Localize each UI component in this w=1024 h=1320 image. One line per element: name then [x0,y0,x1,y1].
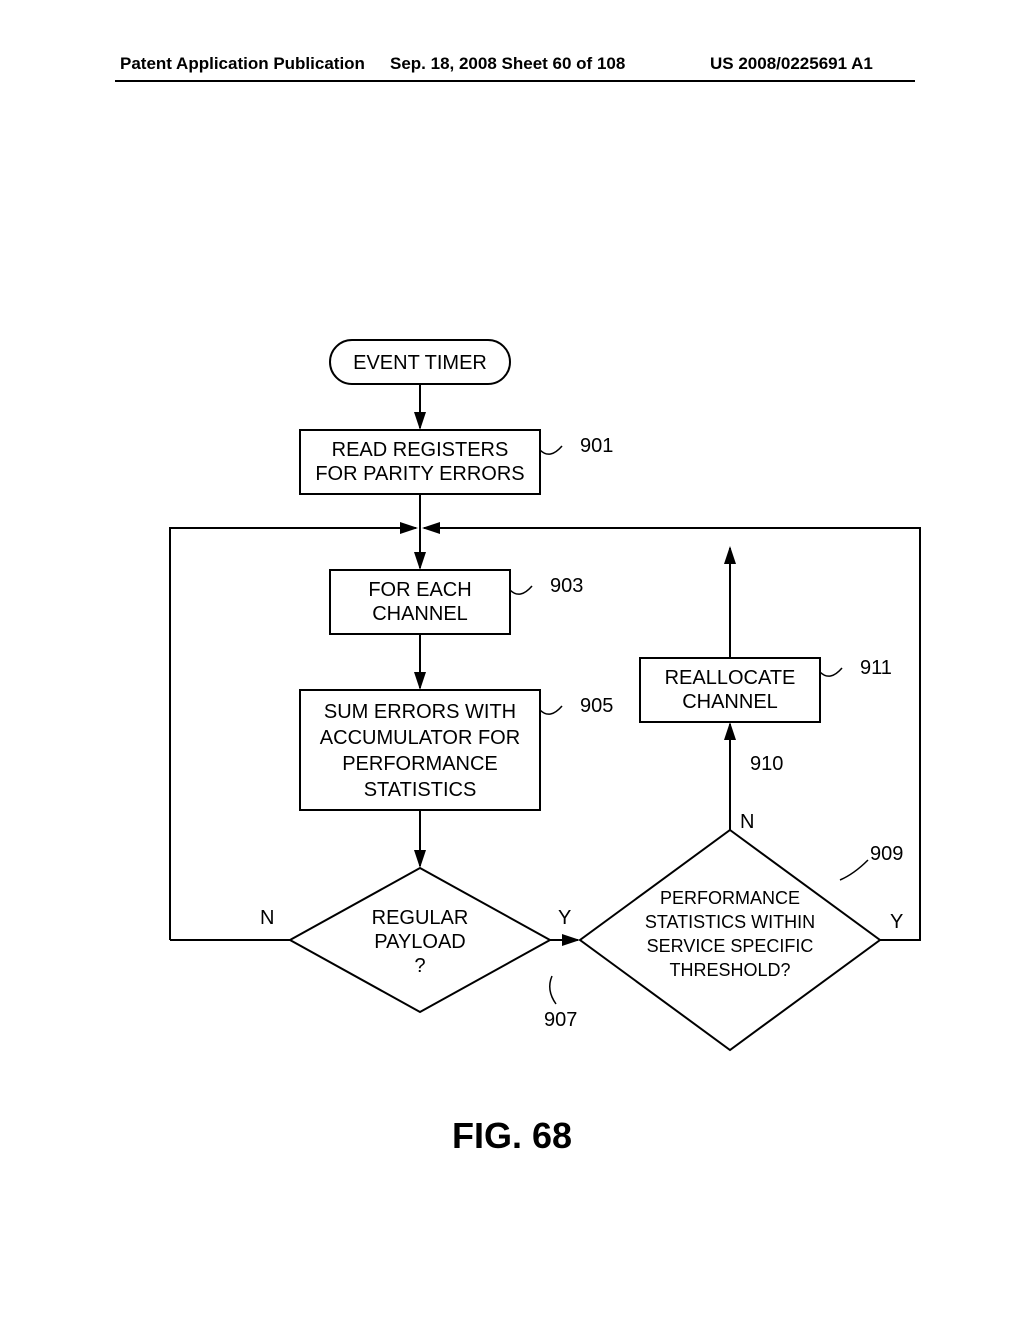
ref-905: 905 [580,695,613,717]
ref-tick-905 [540,706,562,714]
node-909-line1: PERFORMANCE [660,888,800,908]
node-905-line3: PERFORMANCE [342,753,498,775]
ref-907: 907 [544,1009,577,1031]
ref-903: 903 [550,575,583,597]
node-909-line3: SERVICE SPECIFIC [647,936,814,956]
node-909-line4: THRESHOLD? [669,960,790,980]
ref-tick-903 [510,586,532,594]
header-rule [115,80,915,82]
node-905-line1: SUM ERRORS WITH [324,701,516,723]
ref-tick-907 [550,976,556,1004]
ref-tick-901 [540,446,562,454]
node-909-line2: STATISTICS WITHIN [645,912,815,932]
ref-901: 901 [580,435,613,457]
label-n-909: N [740,811,754,833]
page: Patent Application Publication Sep. 18, … [0,0,1024,1320]
figure-caption: FIG. 68 [0,1115,1024,1157]
ref-911: 911 [860,657,892,679]
node-907-line3: ? [414,955,425,977]
header-right: US 2008/0225691 A1 [710,54,873,74]
node-905-line2: ACCUMULATOR FOR [320,727,520,749]
node-903-line2: CHANNEL [372,603,468,625]
label-y-909: Y [890,911,903,933]
ref-tick-911 [820,668,842,676]
flowchart: EVENT TIMER READ REGISTERS FOR PARITY ER… [100,300,960,1090]
node-start-label: EVENT TIMER [353,352,487,374]
ref-910: 910 [750,753,783,775]
header-center: Sep. 18, 2008 Sheet 60 of 108 [390,54,625,74]
node-901-line1: READ REGISTERS [332,439,509,461]
header-left: Patent Application Publication [120,54,365,74]
node-907-line1: REGULAR [372,907,469,929]
node-911-line2: CHANNEL [682,691,778,713]
node-911-line1: REALLOCATE [665,667,796,689]
ref-909: 909 [870,843,903,865]
node-905-line4: STATISTICS [364,779,477,801]
node-903-line1: FOR EACH [368,579,471,601]
ref-tick-909 [840,860,868,880]
label-y-907: Y [558,907,571,929]
node-901-line2: FOR PARITY ERRORS [315,463,524,485]
node-907-line2: PAYLOAD [374,931,466,953]
label-n-907: N [260,907,274,929]
